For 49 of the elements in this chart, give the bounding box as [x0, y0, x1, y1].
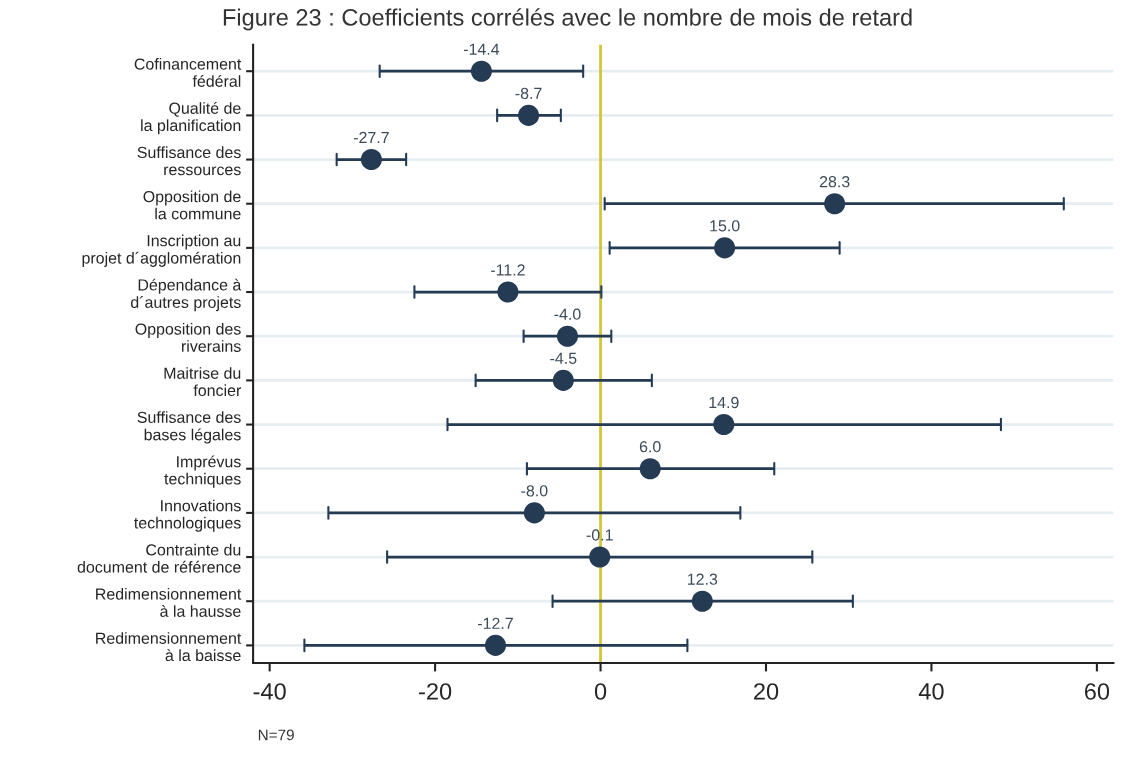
- chart-title: Figure 23 : Coefficients corrélés avec le nombre de mois de retard: [223, 8, 912, 31]
- data-label: -4.0: [554, 308, 581, 320]
- y-tick-label: Cofinancement fédéral: [134, 57, 242, 87]
- point: [691, 590, 713, 612]
- y-tick-label: Imprévus techniques: [164, 455, 241, 488]
- point: [556, 325, 578, 347]
- y-tick-label: Suffisance des ressources: [137, 146, 241, 176]
- data-label: -8.0: [521, 485, 548, 497]
- point: [484, 634, 507, 656]
- point: [714, 237, 736, 259]
- y-tick-label: Redimensionnement à la baisse: [96, 632, 242, 662]
- data-label: -27.7: [353, 131, 389, 143]
- point: [518, 104, 540, 126]
- point: [360, 149, 382, 171]
- y-tick-label: Qualité de la planification: [141, 101, 241, 135]
- point: [589, 546, 611, 568]
- y-tick-label: Inscription au projet d´agglomération: [82, 234, 241, 267]
- y-tick-label: Maitrise du foncier: [164, 367, 242, 397]
- point: [824, 193, 846, 215]
- y-tick-label: Suffisance des bases légales: [137, 411, 241, 444]
- data-label: -14.4: [463, 43, 500, 55]
- data-label: -8.7: [515, 87, 542, 99]
- data-label: 6.0: [639, 441, 661, 453]
- x-tick-label: 40: [918, 683, 944, 700]
- x-tick-label: -20: [419, 683, 452, 700]
- data-label: -12.7: [477, 617, 513, 629]
- point: [639, 458, 661, 480]
- x-tick-label: -40: [253, 683, 286, 700]
- y-tick-label: Redimensionnement à la hausse: [96, 587, 242, 617]
- point: [497, 281, 519, 303]
- data-label: 15.0: [710, 220, 740, 232]
- text: N=79: [258, 729, 294, 741]
- x-tick-label: 60: [1084, 683, 1110, 700]
- data-label: -11.2: [490, 264, 525, 276]
- y-tick-label: Innovations technologiques: [134, 499, 241, 532]
- point: [552, 369, 574, 391]
- point: [470, 60, 492, 82]
- y-tick-label: Opposition de la commune: [143, 190, 241, 220]
- y-tick-label: Dépendance à d´autres projets: [131, 278, 242, 312]
- point: [713, 414, 735, 436]
- data-label: 12.3: [687, 573, 718, 585]
- x-tick-label: 0: [594, 683, 607, 700]
- y-tick-label: Contrainte du document de référence: [77, 543, 241, 573]
- point: [523, 502, 545, 524]
- data-label: 28.3: [819, 176, 850, 188]
- x-tick-label: 20: [754, 683, 779, 700]
- data-label: -4.5: [550, 352, 577, 364]
- y-tick-label: Opposition des riverains: [135, 322, 241, 352]
- data-label: 14.9: [709, 396, 739, 409]
